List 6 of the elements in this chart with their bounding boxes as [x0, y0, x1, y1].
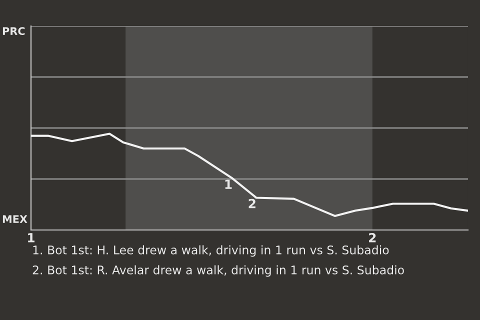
text: 1. Bot 1st: H. Lee drew a walk, driving in 1 run vs S. Subadio — [33, 245, 389, 257]
text: MEX — [2, 215, 28, 223]
text: PRC — [2, 27, 25, 36]
annotation: 1 — [225, 180, 232, 189]
text: 2. Bot 1st: R. Avelar drew a walk, driving in 1 run vs S. Subadio — [32, 265, 404, 277]
annotation: 2 — [248, 198, 256, 208]
